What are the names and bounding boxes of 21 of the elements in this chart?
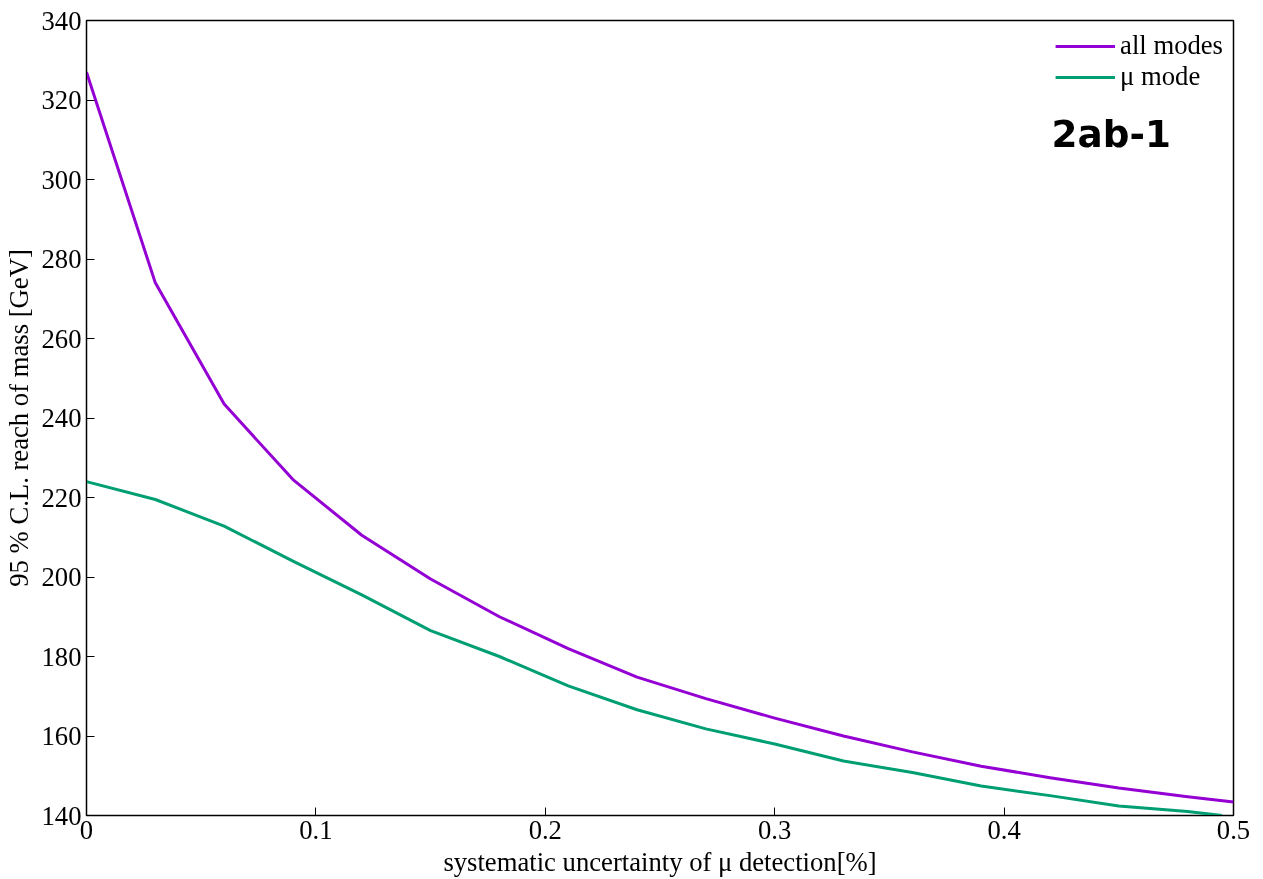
legend-label: μ mode xyxy=(1120,61,1201,92)
y-tick-label: 240 xyxy=(41,403,82,433)
y-tick-label: 320 xyxy=(41,85,82,115)
legend-label: all modes xyxy=(1120,30,1223,61)
annotation: 2ab-1 xyxy=(1051,111,1171,156)
line-series xyxy=(86,480,1224,816)
y-tick-label: 260 xyxy=(41,323,82,354)
y-tick-label: 340 xyxy=(41,5,82,36)
x-tick-label: 0.5 xyxy=(1216,814,1251,845)
y-tick-label: 300 xyxy=(41,164,82,195)
y-tick-label: 220 xyxy=(41,482,82,513)
y-tick-label: 180 xyxy=(41,641,82,672)
x-axis-title: systematic uncertainty of μ detection[%] xyxy=(443,846,877,877)
x-tick-label: 0.4 xyxy=(987,814,1021,845)
y-tick-label: 280 xyxy=(41,244,82,274)
x-tick-label: 0.2 xyxy=(528,814,562,845)
y-axis-title: 95 % C.L. reach of mass [GeV] xyxy=(3,249,34,587)
x-tick-label: 0.3 xyxy=(758,814,792,845)
y-tick-label: 200 xyxy=(41,562,82,592)
x-tick-label: 0.1 xyxy=(299,814,333,845)
y-tick-label: 160 xyxy=(41,721,82,751)
